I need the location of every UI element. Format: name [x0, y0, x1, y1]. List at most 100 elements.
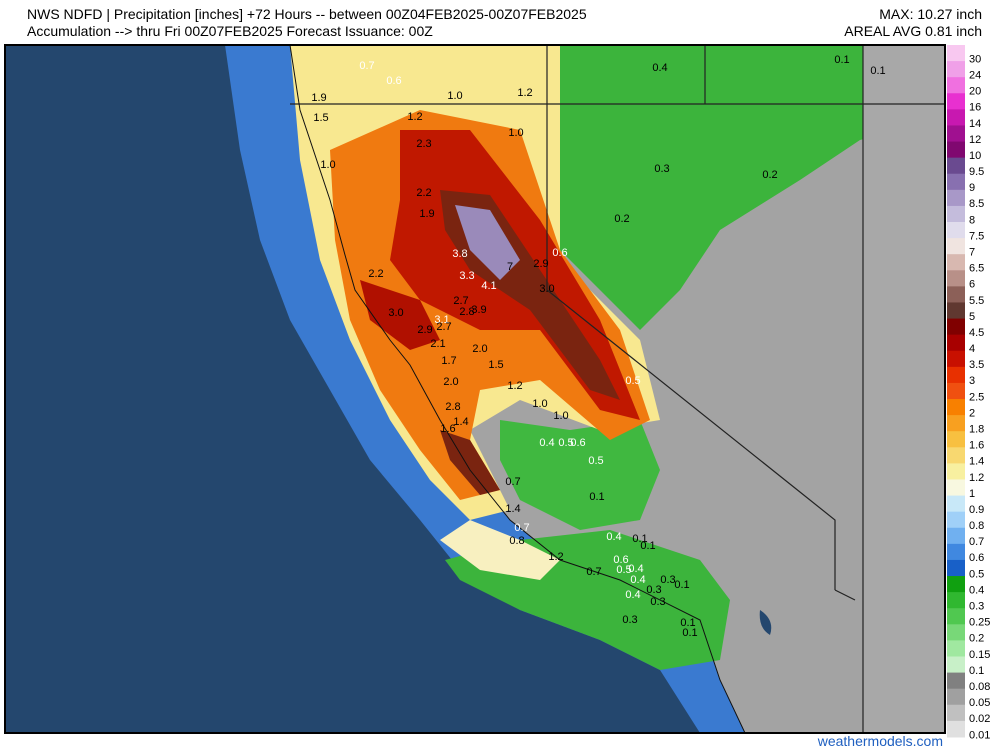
contour-label: 1.5 [313, 112, 328, 124]
legend-label: 0.01 [969, 729, 990, 741]
contour-label: 2.2 [368, 268, 383, 280]
contour-label: 2.8 [445, 401, 460, 413]
legend-label: 0.4 [969, 584, 984, 596]
legend-swatch [947, 334, 965, 352]
legend-label: 0.5 [969, 568, 984, 580]
contour-label: 0.5 [616, 564, 631, 576]
legend-label: 2 [969, 407, 975, 419]
contour-label: 0.7 [514, 522, 529, 534]
map-frame [4, 44, 946, 734]
legend-swatch [947, 189, 965, 207]
legend-label: 0.2 [969, 633, 984, 645]
contour-label: 7 [507, 261, 513, 273]
contour-label: 1.7 [441, 355, 456, 367]
legend-swatch [947, 447, 965, 464]
contour-label: 0.2 [614, 213, 629, 225]
legend-swatch [947, 640, 965, 657]
legend-label: 5 [969, 311, 975, 323]
contour-label: 0.1 [674, 579, 689, 591]
legend-label: 20 [969, 86, 981, 98]
legend-label: 0.15 [969, 649, 990, 661]
legend-label: 0.3 [969, 601, 984, 613]
legend-swatch [947, 382, 965, 400]
legend-label: 10 [969, 150, 981, 162]
legend-label: 6 [969, 279, 975, 291]
contour-label: 0.4 [625, 589, 640, 601]
contour-label: 0.2 [762, 169, 777, 181]
contour-label: 0.7 [505, 476, 520, 488]
contour-label: 0.6 [386, 75, 401, 87]
contour-label: 1.0 [553, 410, 568, 422]
legend-swatch [947, 157, 965, 175]
contour-label: 3.8 [452, 248, 467, 260]
contour-label: 3.0 [388, 307, 403, 319]
legend-label: 0.25 [969, 617, 990, 629]
legend-label: 1.4 [969, 456, 984, 468]
map-labels: 0.7 0.6 1.9 1.5 1.0 1.2 1.2 1.0 2.3 1.0 2.2 1.9 3.8 3… [311, 54, 885, 639]
legend-swatch [947, 205, 965, 223]
contour-label: 1.2 [507, 380, 522, 392]
legend-swatch [947, 399, 965, 416]
legend-swatch [947, 173, 965, 191]
state-border [290, 45, 945, 733]
areal-avg: AREAL AVG 0.81 inch [844, 23, 982, 39]
contour-label: 1.9 [419, 208, 434, 220]
map-layers [5, 45, 945, 733]
legend-swatch [947, 576, 965, 593]
legend-label: 4 [969, 343, 975, 355]
contour-label: 4.1 [481, 280, 496, 292]
contour-label: 0.1 [589, 491, 604, 503]
legend-swatch [947, 592, 965, 609]
legend-swatch [947, 222, 965, 239]
legend-label: 0.9 [969, 504, 984, 516]
footer-credit: weathermodels.com [817, 733, 943, 749]
contour-label: 0.1 [632, 533, 647, 545]
legend-swatch [947, 479, 965, 497]
green-north [550, 45, 945, 330]
ocean-deep [5, 45, 745, 733]
legend-swatch [947, 366, 965, 384]
legend-label: 1.6 [969, 440, 984, 452]
legend-swatch [947, 543, 965, 561]
legend-label: 14 [969, 118, 981, 130]
contour-label: 0.7 [586, 566, 601, 578]
contour-label: 0.5 [558, 437, 573, 449]
map [4, 44, 946, 734]
contour-label: 0.5 [588, 455, 603, 467]
contour-label: 3.0 [539, 283, 554, 295]
legend-label: 7.5 [969, 230, 984, 242]
legend-swatch [947, 431, 965, 448]
contour-label: 0.3 [654, 163, 669, 175]
state-border [546, 45, 836, 590]
legend-label: 3.5 [969, 359, 984, 371]
contour-label: 2.1 [430, 338, 445, 350]
green-valley [500, 420, 660, 530]
contour-label: 0.1 [834, 54, 849, 66]
legend-label: 9 [969, 182, 975, 194]
legend-swatch [947, 624, 965, 641]
legend-label: 8 [969, 214, 975, 226]
legend-swatch [947, 318, 965, 336]
legend-label: 0.7 [969, 536, 984, 548]
legend-label: 1.8 [969, 424, 984, 436]
contour-label: 0.3 [646, 584, 661, 596]
legend-swatch [947, 704, 965, 722]
legend-swatch [947, 254, 965, 271]
legend-swatch [947, 720, 965, 738]
contour-label: 2.0 [472, 343, 487, 355]
legend-swatch [947, 656, 965, 674]
legend-label: 4.5 [969, 327, 984, 339]
contour-label: 0.1 [680, 617, 695, 629]
contour-label: 3.9 [471, 304, 486, 316]
max-core [455, 205, 520, 280]
legend-swatch [947, 270, 965, 287]
legend-label: 3 [969, 375, 975, 387]
title-line1: NWS NDFD | Precipitation [inches] +72 Ho… [27, 6, 587, 22]
contour-label: 0.3 [622, 614, 637, 626]
legend-swatch [947, 109, 965, 126]
contour-label: 2.2 [416, 187, 431, 199]
legend-swatch [947, 495, 965, 513]
contour-label: 1.0 [320, 159, 335, 171]
contour-label: 0.4 [630, 574, 645, 586]
legend-label: 9.5 [969, 166, 984, 178]
